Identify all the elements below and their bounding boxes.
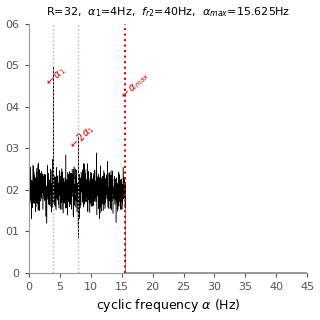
Text: $\leftarrow 2\alpha_1$: $\leftarrow 2\alpha_1$ [67, 121, 98, 153]
Text: $\leftarrow \alpha_1$: $\leftarrow \alpha_1$ [43, 65, 68, 90]
X-axis label: cyclic frequency $\alpha$ (Hz): cyclic frequency $\alpha$ (Hz) [96, 298, 240, 315]
Text: $\leftarrow \alpha_{max}$: $\leftarrow \alpha_{max}$ [119, 69, 152, 103]
Title: R=32,  $\alpha_1$=4Hz,  $f_{r2}$=40Hz,  $\alpha_{max}$=15.625Hz: R=32, $\alpha_1$=4Hz, $f_{r2}$=40Hz, $\a… [46, 5, 290, 19]
